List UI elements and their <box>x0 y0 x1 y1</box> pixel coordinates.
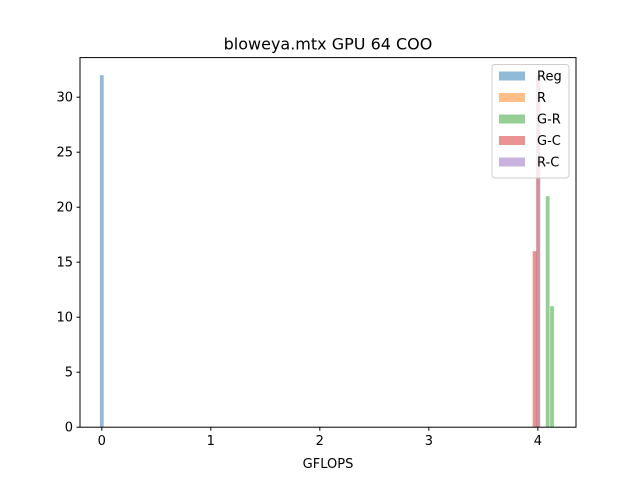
bar-g-r-0 <box>545 196 550 428</box>
x-tick-label: 2 <box>316 434 324 449</box>
x-axis-ticks: 0 1 2 3 4 <box>98 427 542 449</box>
y-tick-label: 15 <box>56 256 73 271</box>
legend-box <box>491 64 570 179</box>
y-tick-label: 10 <box>56 311 73 326</box>
bar-r-c-0 <box>536 75 541 428</box>
y-tick-label: 5 <box>65 366 73 381</box>
chart-title: bloweya.mtx GPU 64 COO <box>224 35 433 54</box>
legend-swatch-r <box>499 93 525 102</box>
x-axis-label: GFLOPS <box>303 457 354 472</box>
legend: Reg R G-R G-C R-C <box>491 64 570 179</box>
legend-label-g-r: G-R <box>537 113 561 128</box>
x-tick-label: 0 <box>98 434 106 449</box>
x-tick-label: 3 <box>425 434 433 449</box>
legend-label-reg: Reg <box>537 70 562 85</box>
x-tick-label: 4 <box>534 434 542 449</box>
legend-swatch-g-c <box>499 136 525 145</box>
y-tick-label: 0 <box>65 421 73 436</box>
y-tick-label: 30 <box>56 91 73 106</box>
bar-g-r-1 <box>550 306 554 428</box>
bar-reg-0 <box>99 75 104 428</box>
y-tick-label: 25 <box>56 146 73 161</box>
legend-swatch-g-r <box>499 114 525 124</box>
plot-area-frame <box>79 57 577 428</box>
legend-swatch-r-c <box>499 157 525 167</box>
legend-label-g-c: G-C <box>537 134 561 149</box>
y-axis-ticks: 0 5 10 15 20 25 30 <box>56 91 80 436</box>
legend-label-r-c: R-C <box>537 156 559 171</box>
bars-layer <box>99 75 554 428</box>
y-tick-label: 20 <box>56 201 73 216</box>
bar-g-c-0 <box>532 251 537 428</box>
x-tick-label: 1 <box>207 434 215 449</box>
legend-swatch-reg <box>499 71 525 81</box>
legend-label-r: R <box>537 91 546 106</box>
